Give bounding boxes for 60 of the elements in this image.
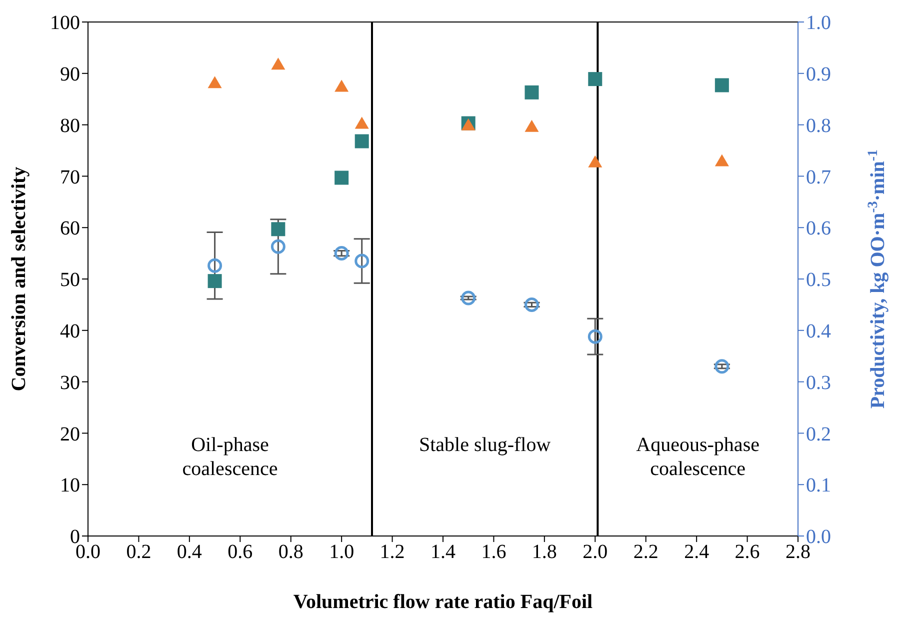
y2-tick-label: 1.0 — [806, 12, 831, 34]
y2-tick-label: 0.2 — [806, 423, 831, 446]
y2-tick-label: 0.7 — [806, 166, 831, 188]
annotation: Oil-phase coalescence — [181, 433, 279, 482]
y-tick-label: 100 — [50, 12, 80, 34]
point — [714, 359, 730, 374]
y-tick-label: 10 — [60, 474, 80, 497]
y2-tick-label: 0.1 — [806, 474, 831, 497]
x-tick-label: 1.6 — [481, 541, 506, 564]
y-tick-label: 90 — [60, 64, 80, 86]
point — [334, 170, 349, 185]
y2-tick-label: 0.4 — [806, 320, 831, 342]
point — [354, 254, 370, 268]
point — [334, 246, 349, 261]
x-tick-label: 0.8 — [278, 541, 304, 564]
point — [524, 85, 539, 100]
y-tick-label: 60 — [60, 218, 80, 240]
point — [461, 290, 476, 306]
x-tick-label: 1.4 — [430, 541, 456, 564]
y-tick-label: 50 — [60, 269, 80, 292]
y-tick-label: 20 — [60, 423, 80, 446]
x-tick-label: 2.2 — [633, 541, 658, 564]
annotation: Stable slug-flow — [418, 433, 552, 458]
point — [271, 222, 286, 236]
point — [354, 116, 369, 129]
y2-tick-label: 0.9 — [806, 64, 831, 86]
y-axis-title: Conversion and selectivity — [8, 166, 30, 392]
y2-tick-label: 0.5 — [806, 269, 831, 292]
point — [714, 78, 729, 92]
point — [524, 297, 539, 312]
point — [588, 329, 602, 344]
x-tick-label: 1.0 — [329, 541, 354, 564]
x-tick-label: 1.8 — [532, 541, 557, 564]
y2-tick-label: 0.8 — [806, 114, 831, 137]
y-tick-label: 40 — [60, 320, 80, 342]
x-tick-label: 0.2 — [126, 541, 152, 564]
point — [270, 239, 286, 254]
x-tick-label: 0.4 — [176, 541, 202, 564]
point — [208, 274, 222, 288]
point — [354, 134, 369, 148]
point — [714, 154, 729, 166]
y-tick-label: 30 — [60, 372, 80, 394]
y2-tick-label: 0.6 — [806, 218, 831, 240]
x-tick-label: 2.0 — [582, 541, 608, 564]
x-tick-label: 2.6 — [734, 541, 760, 564]
point — [588, 155, 602, 168]
x-tick-label: 2.4 — [684, 541, 710, 564]
x-tick-label: 1.2 — [380, 541, 405, 564]
point — [334, 80, 349, 92]
point — [588, 72, 602, 86]
point — [271, 58, 286, 70]
y2-tick-label: 0.3 — [806, 372, 831, 394]
point — [524, 120, 539, 132]
y-tick-label: 70 — [60, 166, 80, 188]
annotation: Aqueous-phase coalescence — [635, 433, 760, 482]
point — [208, 76, 222, 88]
x-axis-title: Volumetric flow rate ratio Faq/Foil — [293, 591, 594, 613]
y-tick-label: 80 — [60, 114, 80, 137]
x-tick-label: 0.6 — [228, 541, 253, 564]
point — [208, 258, 222, 273]
